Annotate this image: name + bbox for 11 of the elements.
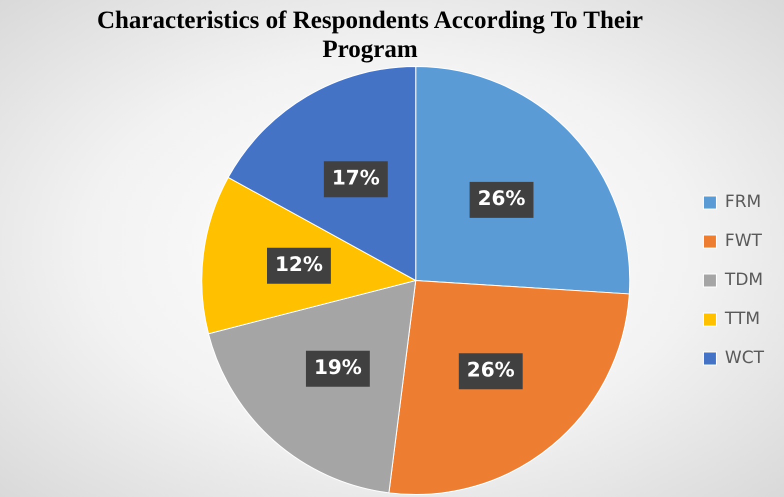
legend-label: TTM: [724, 308, 760, 329]
data-label: 26%: [466, 357, 515, 382]
legend-label: FRM: [724, 192, 762, 212]
data-label: 12%: [275, 252, 323, 276]
data-label: 17%: [332, 165, 380, 190]
legend-label: WCT: [724, 348, 765, 368]
data-label: 19%: [314, 354, 362, 379]
chart-title: Characteristics of Respondents According To Their Program: [96, 6, 644, 64]
legend-label: TDM: [724, 270, 764, 290]
data-label: 26%: [478, 186, 526, 210]
legend-label: FWT: [724, 230, 763, 251]
